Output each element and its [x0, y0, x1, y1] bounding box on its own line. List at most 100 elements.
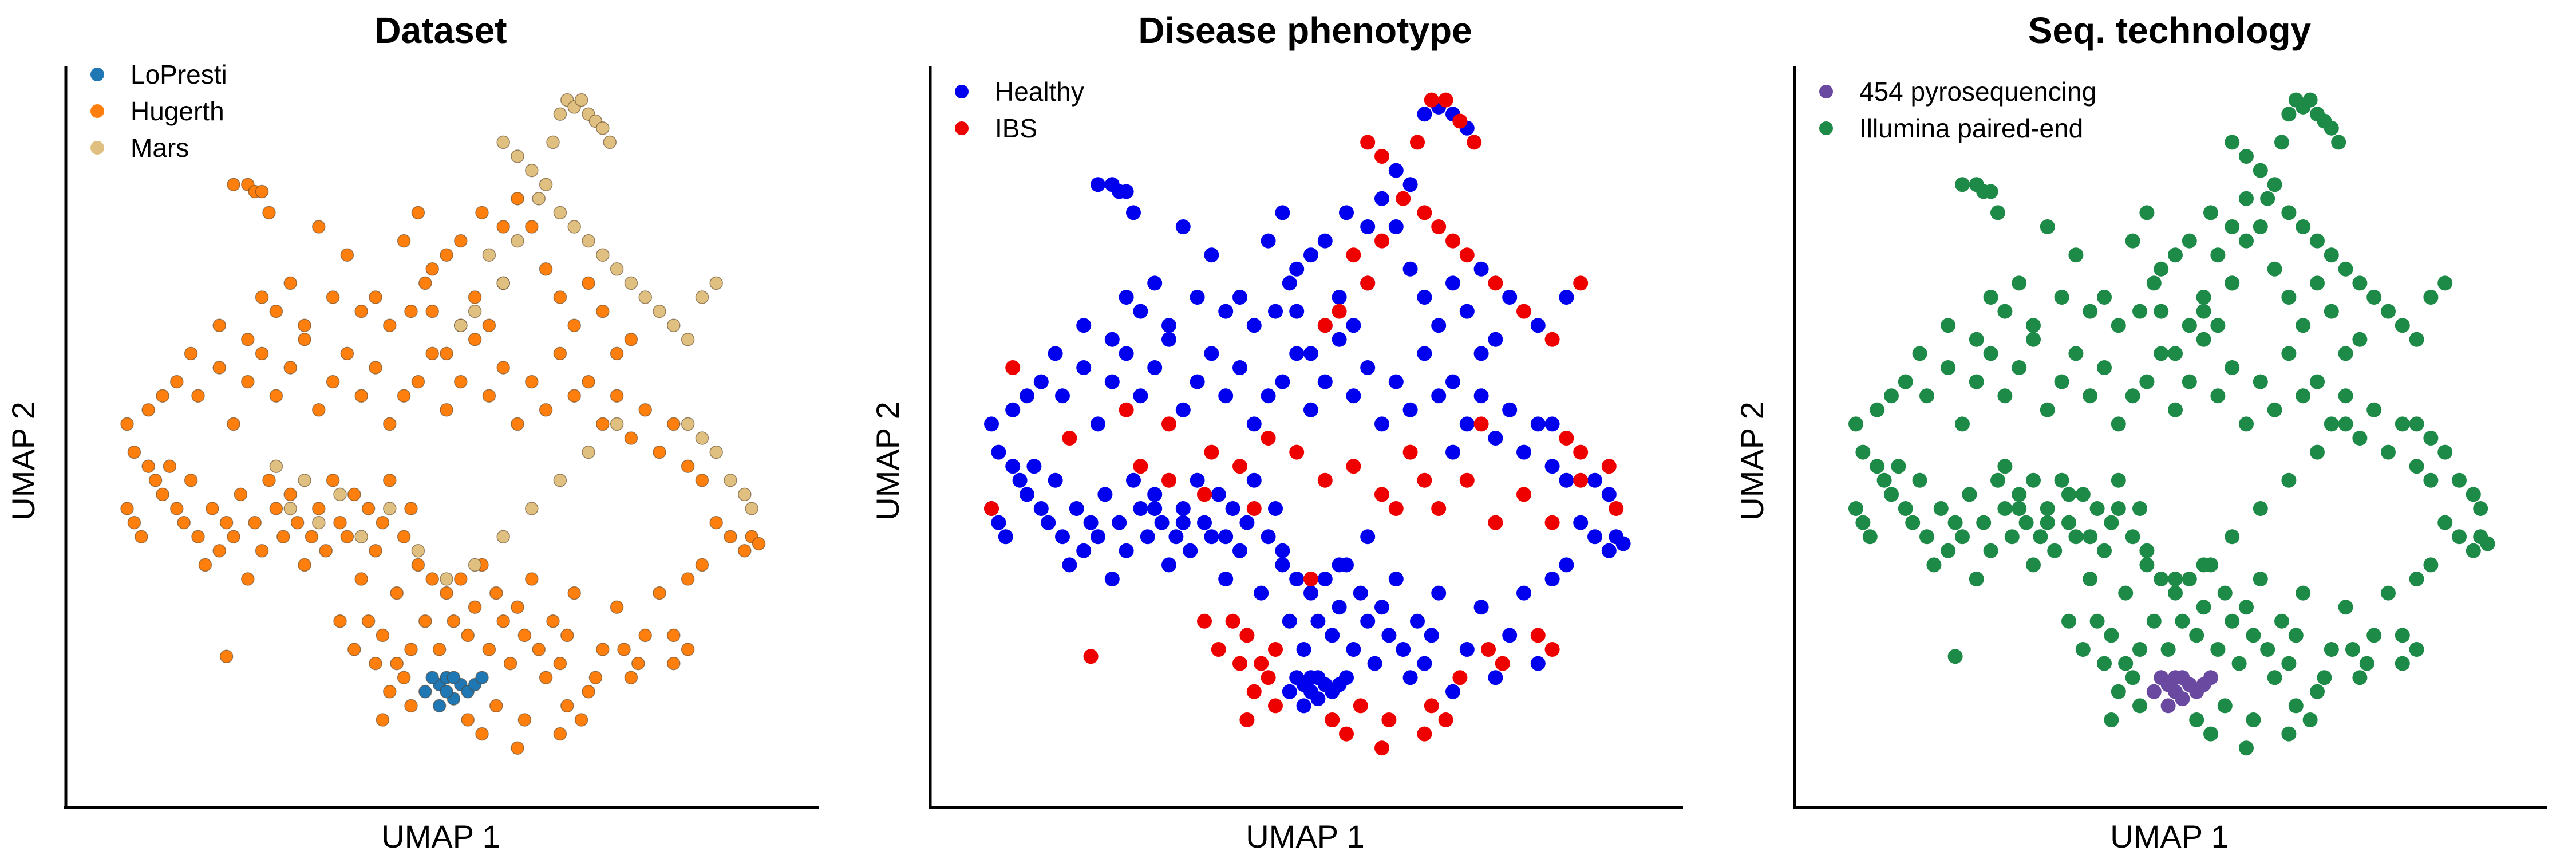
- data-point: [227, 530, 240, 543]
- data-point: [1544, 572, 1560, 586]
- data-point: [2139, 543, 2155, 558]
- data-point: [525, 572, 539, 586]
- data-point: [135, 530, 148, 543]
- data-point: [667, 417, 681, 431]
- data-point: [1544, 416, 1560, 432]
- data-point: [2196, 290, 2211, 305]
- data-point: [198, 558, 212, 572]
- data-point: [1091, 529, 1105, 545]
- data-point: [2026, 332, 2041, 347]
- data-point: [1091, 416, 1105, 432]
- data-point: [1062, 557, 1077, 573]
- data-point: [255, 184, 269, 199]
- data-point: [383, 318, 397, 332]
- data-point: [1175, 402, 1191, 417]
- data-point: [2061, 487, 2076, 502]
- data-point: [1147, 487, 1163, 502]
- data-point: [468, 290, 482, 304]
- data-point: [1339, 726, 1354, 742]
- data-point: [567, 389, 581, 403]
- data-point: [1197, 515, 1212, 530]
- legend-label: IBS: [995, 113, 1037, 143]
- data-point: [2338, 346, 2353, 361]
- data-point: [2012, 360, 2027, 375]
- data-point: [1402, 261, 1418, 277]
- data-point: [695, 290, 709, 304]
- data-point: [496, 530, 510, 543]
- data-point: [2097, 656, 2112, 671]
- data-point: [1367, 656, 1382, 671]
- data-point: [1410, 135, 1425, 150]
- data-point: [511, 600, 524, 614]
- data-point: [2409, 459, 2424, 474]
- data-point: [984, 501, 999, 516]
- data-point: [1473, 416, 1489, 432]
- data-point: [2210, 318, 2226, 333]
- data-point: [1317, 318, 1333, 333]
- data-point: [2061, 515, 2076, 530]
- legend-marker: [90, 68, 104, 81]
- data-point: [1254, 656, 1269, 671]
- data-point: [1516, 487, 1531, 502]
- data-point: [454, 375, 468, 389]
- data-point: [638, 403, 652, 417]
- data-point: [1289, 261, 1305, 277]
- legend-marker: [955, 121, 969, 135]
- data-point: [2366, 402, 2382, 417]
- data-point: [709, 445, 723, 459]
- data-point: [1360, 360, 1376, 375]
- data-point: [1438, 92, 1453, 108]
- data-point: [2452, 472, 2467, 488]
- data-point: [454, 234, 468, 248]
- data-point: [1410, 613, 1425, 629]
- data-point: [1473, 600, 1489, 615]
- data-point: [1296, 642, 1311, 657]
- data-point: [681, 417, 695, 431]
- data-point: [1473, 261, 1489, 277]
- data-point: [1374, 487, 1389, 502]
- data-point: [610, 417, 624, 431]
- data-point: [1261, 388, 1276, 404]
- data-point: [241, 333, 255, 346]
- data-point: [2473, 501, 2488, 516]
- data-point: [2359, 656, 2374, 671]
- y-axis-label: UMAP 2: [5, 401, 41, 520]
- y-axis-label: UMAP 2: [1734, 401, 1770, 520]
- data-point: [1246, 416, 1262, 432]
- data-point: [1048, 346, 1063, 361]
- data-point: [1076, 360, 1092, 375]
- data-point: [2104, 515, 2119, 530]
- data-point: [2154, 670, 2169, 685]
- data-point: [1268, 698, 1283, 714]
- data-point: [546, 614, 560, 628]
- data-point: [2068, 247, 2084, 263]
- data-point: [2253, 219, 2268, 234]
- data-point: [2196, 304, 2211, 319]
- data-point: [1459, 247, 1475, 263]
- data-point: [1488, 431, 1503, 446]
- data-point: [440, 685, 453, 699]
- data-point: [2168, 684, 2183, 699]
- data-point: [2352, 431, 2368, 446]
- data-point: [2097, 543, 2112, 558]
- data-point: [2054, 374, 2069, 389]
- data-point: [1983, 184, 1998, 199]
- data-point: [276, 530, 290, 543]
- data-point: [2437, 275, 2453, 291]
- data-point: [724, 474, 737, 487]
- data-point: [354, 530, 368, 543]
- data-point: [468, 304, 482, 318]
- data-point: [496, 614, 510, 628]
- data-point: [1488, 332, 1503, 347]
- data-point: [170, 375, 184, 389]
- data-point: [1962, 487, 1977, 502]
- data-point: [2274, 135, 2289, 150]
- data-point: [596, 304, 610, 318]
- data-point: [738, 544, 752, 558]
- data-point: [653, 304, 666, 318]
- data-point: [404, 643, 418, 656]
- data-point: [383, 417, 397, 431]
- data-point: [1891, 459, 1906, 474]
- data-point: [2132, 698, 2147, 714]
- data-point: [1246, 501, 1262, 516]
